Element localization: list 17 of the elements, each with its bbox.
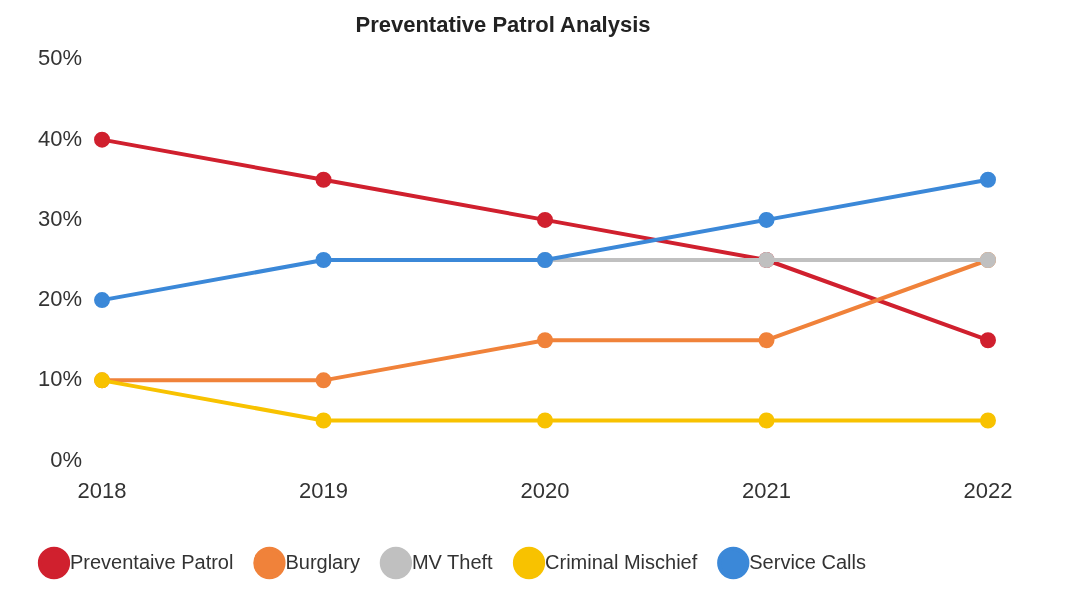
y-tick-label: 10% bbox=[37, 366, 83, 392]
x-tick-label: 2018 bbox=[77, 477, 127, 503]
y-tick-label: 30% bbox=[37, 205, 83, 231]
legend-label: MV Theft bbox=[411, 550, 494, 573]
y-tick-label: 20% bbox=[37, 286, 83, 312]
legend-label: Criminal Mischief bbox=[545, 550, 698, 573]
y-tick-label: 50% bbox=[37, 45, 83, 71]
legend-label: Service Calls bbox=[749, 550, 866, 573]
legend-label: Preventaive Patrol bbox=[70, 550, 234, 573]
chart-title: Preventative Patrol Analysis bbox=[355, 12, 651, 38]
x-tick-label: 2020 bbox=[520, 477, 570, 503]
x-tick-label: 2019 bbox=[299, 477, 348, 503]
x-tick-label: 2022 bbox=[963, 477, 1013, 503]
y-tick-label: 0% bbox=[50, 446, 83, 472]
x-tick-label: 2021 bbox=[742, 477, 791, 503]
y-tick-label: 40% bbox=[37, 125, 83, 151]
legend-label: Burglary bbox=[285, 550, 360, 573]
